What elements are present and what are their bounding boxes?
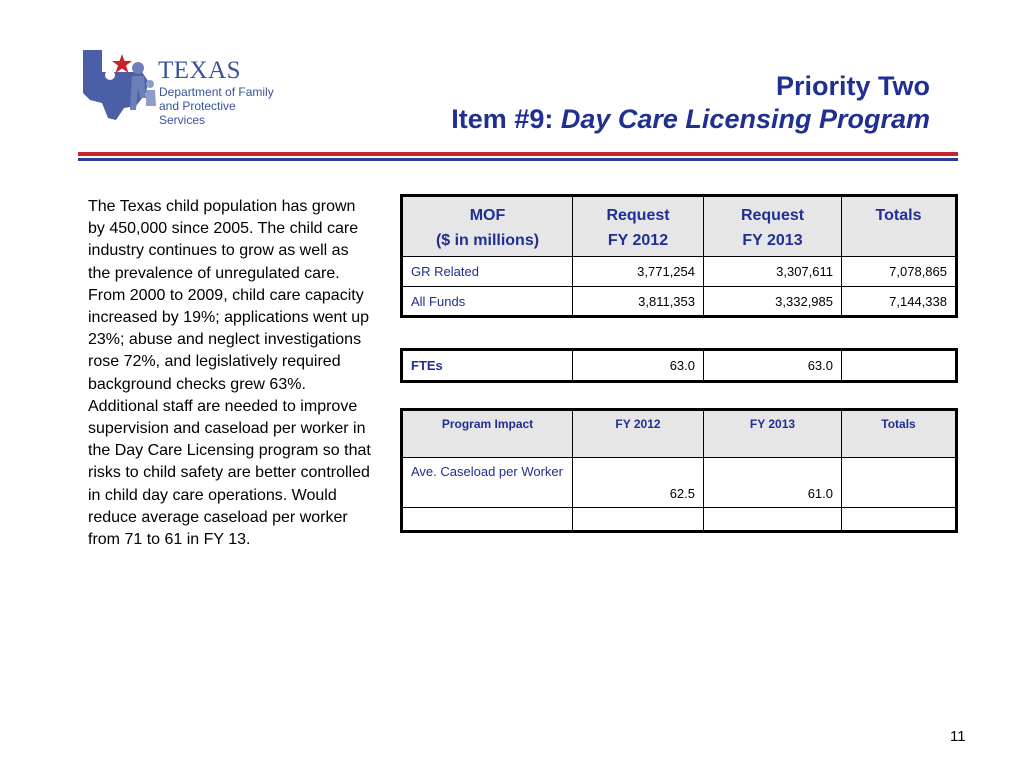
dfps-logo: TEXAS Department of Family and Protectiv… bbox=[80, 48, 280, 127]
cell-fy2012: 62.5 bbox=[572, 457, 704, 508]
header-text: Request bbox=[606, 207, 670, 224]
table-row: GR Related 3,771,254 3,307,611 7,078,865 bbox=[401, 256, 957, 287]
row-label: GR Related bbox=[401, 256, 573, 287]
fte-table: FTEs 63.0 63.0 bbox=[400, 348, 958, 383]
logo-name: TEXAS bbox=[158, 57, 242, 84]
title-program-name: Day Care Licensing Program bbox=[560, 104, 930, 134]
header-text: ($ in millions) bbox=[435, 232, 540, 249]
cell-fy2013: 3,332,985 bbox=[703, 286, 842, 317]
header-rule-blue bbox=[78, 158, 958, 161]
cell-fy2012: 3,811,353 bbox=[572, 286, 704, 317]
cell-total bbox=[841, 457, 957, 508]
cell-fy2013 bbox=[703, 507, 842, 532]
cell-total bbox=[841, 349, 957, 382]
header-text: Totals bbox=[875, 207, 922, 224]
table-row: FTEs 63.0 63.0 bbox=[401, 349, 957, 382]
logo-subtitle: Department of Family and Protective Serv… bbox=[159, 85, 274, 127]
cell-total bbox=[841, 507, 957, 532]
header-text: MOF bbox=[469, 207, 506, 224]
texas-state-figures-icon bbox=[83, 50, 156, 120]
header-rule-red bbox=[78, 152, 958, 156]
row-label bbox=[401, 507, 573, 532]
cell-fy2012: 63.0 bbox=[572, 349, 704, 382]
table-row bbox=[401, 507, 957, 532]
header-cell: Totals bbox=[841, 409, 957, 458]
row-label: FTEs bbox=[401, 349, 573, 382]
header-cell: FY 2012 bbox=[572, 409, 704, 458]
header-cell: Totals bbox=[841, 195, 957, 257]
row-label: Ave. Caseload per Worker bbox=[401, 457, 573, 508]
header-cell: Request FY 2012 bbox=[572, 195, 704, 257]
page-number: 11 bbox=[950, 728, 966, 745]
title-line-1: Priority Two bbox=[775, 71, 930, 101]
description-text: The Texas child population has grown by … bbox=[88, 198, 371, 549]
header-cell: FY 2013 bbox=[703, 409, 842, 458]
header-cell: Request FY 2013 bbox=[703, 195, 842, 257]
cell-fy2013: 61.0 bbox=[703, 457, 842, 508]
cell-fy2013: 63.0 bbox=[703, 349, 842, 382]
funding-table: MOF ($ in millions) Request FY 2012 Reques… bbox=[400, 194, 958, 318]
table-row: Ave. Caseload per Worker 62.5 61.0 bbox=[401, 457, 957, 508]
cell-total: 7,144,338 bbox=[841, 286, 957, 317]
cell-fy2012 bbox=[572, 507, 704, 532]
header-text: FY 2013 bbox=[742, 232, 803, 249]
funding-header-row: MOF ($ in millions) Request FY 2012 Reques… bbox=[401, 195, 957, 257]
table-row: All Funds 3,811,353 3,332,985 7,144,338 bbox=[401, 286, 957, 317]
slide-title: Priority Two Item #9: Day Care Licensing… bbox=[451, 70, 930, 136]
row-label: All Funds bbox=[401, 286, 573, 317]
cell-total: 7,078,865 bbox=[841, 256, 957, 287]
title-line-2: Item #9: Day Care Licensing Program bbox=[451, 103, 930, 136]
header-cell: Program Impact bbox=[401, 409, 573, 458]
program-impact-table: Program Impact FY 2012 FY 2013 Totals Av… bbox=[400, 408, 958, 533]
impact-header-row: Program Impact FY 2012 FY 2013 Totals bbox=[401, 409, 957, 458]
title-prefix: Item #9: bbox=[451, 104, 554, 134]
cell-fy2012: 3,771,254 bbox=[572, 256, 704, 287]
cell-fy2013: 3,307,611 bbox=[703, 256, 842, 287]
header-text: Request bbox=[740, 207, 805, 224]
header-cell: MOF ($ in millions) bbox=[401, 195, 573, 257]
header-text: FY 2012 bbox=[607, 232, 669, 249]
